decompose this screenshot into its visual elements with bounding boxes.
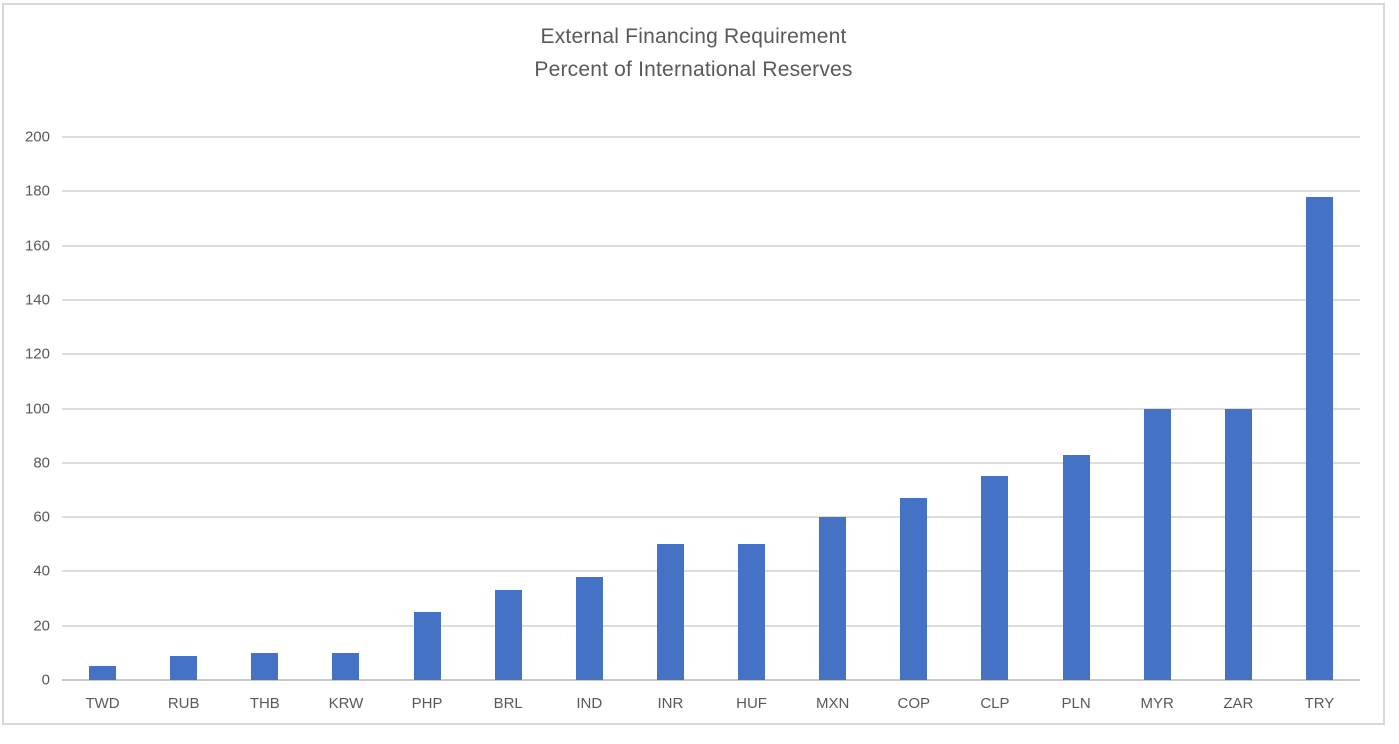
plot-area bbox=[62, 136, 1360, 681]
bar-brl bbox=[494, 590, 522, 680]
chart-subtitle: Percent of International Reserves bbox=[534, 58, 853, 81]
bar-slot bbox=[305, 137, 386, 680]
bar-slot bbox=[954, 137, 1035, 680]
bar-slot bbox=[1198, 137, 1279, 680]
bar-huf bbox=[738, 544, 766, 680]
bar-php bbox=[413, 612, 441, 680]
y-tick-label: 180 bbox=[24, 182, 50, 200]
x-axis-line bbox=[62, 679, 1360, 681]
x-tick-label-thb: THB bbox=[249, 695, 280, 712]
bar-mxn bbox=[819, 517, 847, 680]
bar-thb bbox=[251, 652, 279, 680]
gridline bbox=[62, 461, 1360, 464]
y-tick-label: 120 bbox=[24, 345, 50, 363]
x-tick-label-pln: PLN bbox=[1061, 695, 1091, 712]
chart-title-block: External Financing Requirement Percent o… bbox=[4, 20, 1383, 86]
bar-ind bbox=[575, 576, 603, 680]
bar-slot bbox=[468, 137, 549, 680]
chart-title: External Financing Requirement bbox=[540, 25, 847, 48]
x-tick-label-cop: COP bbox=[897, 695, 931, 712]
y-tick-label: 60 bbox=[33, 508, 50, 526]
bar-zar bbox=[1224, 408, 1252, 680]
x-tick-label-zar: ZAR bbox=[1223, 695, 1254, 712]
bar-slot bbox=[224, 137, 305, 680]
bar-myr bbox=[1143, 408, 1171, 680]
bar-krw bbox=[332, 652, 360, 680]
y-tick-label: 200 bbox=[24, 128, 50, 146]
bar-slot bbox=[792, 137, 873, 680]
x-tick-label-clp: CLP bbox=[980, 695, 1010, 712]
bar-clp bbox=[981, 476, 1009, 680]
bars-container bbox=[62, 137, 1360, 680]
bar-inr bbox=[656, 544, 684, 680]
bar-slot bbox=[143, 137, 224, 680]
gridline bbox=[62, 353, 1360, 356]
bar-slot bbox=[711, 137, 792, 680]
y-tick-label: 100 bbox=[24, 400, 50, 417]
bar-slot bbox=[630, 137, 711, 680]
gridline bbox=[62, 407, 1360, 410]
y-tick-label: 20 bbox=[33, 617, 50, 635]
x-tick-label-mxn: MXN bbox=[816, 695, 850, 712]
bar-twd bbox=[89, 666, 117, 680]
bar-slot bbox=[1117, 137, 1198, 680]
x-tick-label-ind: IND bbox=[576, 695, 603, 712]
bar-slot bbox=[873, 137, 954, 680]
gridline bbox=[62, 624, 1360, 627]
x-tick-label-try: TRY bbox=[1304, 695, 1335, 712]
bar-slot bbox=[1036, 137, 1117, 680]
bar-slot bbox=[62, 137, 143, 680]
gridline bbox=[62, 298, 1360, 301]
bar-rub bbox=[170, 655, 198, 680]
y-tick-label: 80 bbox=[33, 454, 50, 472]
gridline bbox=[62, 570, 1360, 573]
x-tick-label-rub: RUB bbox=[167, 695, 200, 712]
bar-slot bbox=[1279, 137, 1360, 680]
chart-frame: External Financing Requirement Percent o… bbox=[2, 3, 1385, 725]
x-tick-label-php: PHP bbox=[411, 695, 443, 712]
bar-cop bbox=[900, 498, 928, 680]
gridline bbox=[62, 190, 1360, 193]
y-tick-label: 40 bbox=[33, 562, 50, 580]
gridline bbox=[62, 136, 1360, 138]
x-tick-label-brl: BRL bbox=[493, 695, 523, 712]
bar-slot bbox=[549, 137, 630, 680]
x-tick-label-myr: MYR bbox=[1140, 695, 1174, 712]
x-tick-label-twd: TWD bbox=[85, 695, 120, 712]
x-tick-label-krw: KRW bbox=[328, 695, 364, 712]
x-tick-label-huf: HUF bbox=[736, 695, 767, 712]
y-tick-label: 0 bbox=[41, 671, 50, 689]
gridline bbox=[62, 244, 1360, 247]
bar-pln bbox=[1062, 454, 1090, 680]
y-tick-label: 160 bbox=[24, 237, 50, 255]
x-tick-label-inr: INR bbox=[657, 695, 684, 712]
y-tick-label: 140 bbox=[24, 291, 50, 309]
x-axis: TWD RUB THB KRW PHP BRL IND INR HUF MXN COP CLP PLN M… bbox=[62, 695, 1360, 712]
gridline bbox=[62, 516, 1360, 519]
y-axis: 0 20 40 60 80 100 120 140 160 180 200 bbox=[4, 129, 62, 689]
bar-try bbox=[1305, 196, 1333, 680]
bar-slot bbox=[387, 137, 468, 680]
